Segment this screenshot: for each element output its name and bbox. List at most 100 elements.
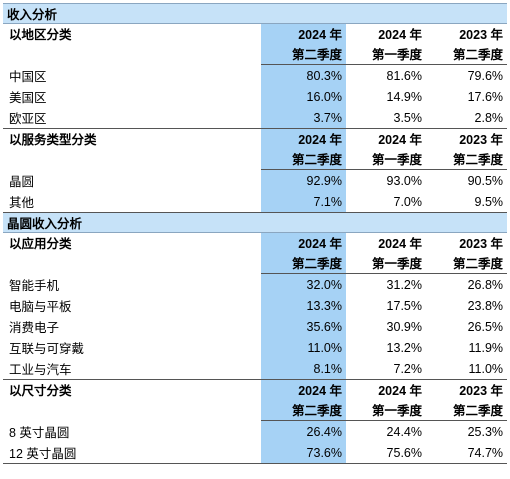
row-value: 74.7%	[426, 442, 508, 464]
group-subheader-row: 第二季度 第一季度 第二季度	[3, 148, 508, 170]
column-year-header: 2023 年	[459, 133, 504, 147]
table-row: 晶圆 92.9% 93.0% 90.5%	[3, 169, 507, 191]
table-row: 中国区 80.3% 81.6% 79.6%	[3, 64, 507, 86]
row-value: 26.4%	[261, 420, 346, 442]
section-title: 收入分析	[3, 3, 508, 24]
row-value: 32.0%	[261, 273, 346, 295]
row-label: 欧亚区	[3, 107, 261, 129]
row-label: 消费电子	[9, 321, 60, 335]
row-value: 11.0%	[426, 358, 508, 380]
column-quarter-header: 第二季度	[261, 43, 346, 65]
row-label: 8 英寸晶圆	[9, 425, 70, 440]
column-year-header: 2024 年	[378, 384, 422, 398]
table-row: 8 英寸晶圆 26.4% 24.4% 25.3%	[3, 420, 507, 442]
column-year-header: 2024 年	[261, 379, 346, 399]
row-value: 25.3%	[467, 424, 504, 439]
row-value: 11.9%	[468, 340, 504, 355]
column-year-header: 2024 年	[261, 128, 346, 148]
group-name: 以尺寸分类	[9, 384, 72, 398]
row-label: 智能手机	[9, 278, 60, 293]
column-quarter-header: 第一季度	[346, 43, 426, 65]
row-label: 互联与可穿戴	[9, 342, 85, 356]
row-label: 工业与汽车	[3, 358, 261, 380]
row-label: 美国区	[9, 91, 47, 105]
row-value: 23.8%	[467, 298, 504, 313]
row-label: 电脑与平板	[9, 300, 72, 314]
row-label: 其他	[3, 191, 261, 213]
table-row: 智能手机 32.0% 31.2% 26.8%	[3, 273, 507, 295]
group-name: 以地区分类	[9, 28, 72, 42]
group-subheader-row: 第二季度 第一季度 第二季度	[3, 43, 508, 65]
row-value: 90.5%	[467, 173, 504, 188]
row-value: 35.6%	[261, 316, 346, 337]
group-header-row: 以服务类型分类 2024 年 2024 年 2023 年	[3, 128, 507, 148]
row-value: 3.5%	[346, 107, 426, 129]
column-quarter-header: 第一季度	[346, 252, 426, 274]
row-value: 7.1%	[261, 191, 346, 213]
row-value: 13.3%	[261, 295, 346, 316]
row-value: 13.2%	[386, 340, 422, 355]
row-label: 12 英寸晶圆	[3, 442, 261, 464]
group-name: 以服务类型分类	[9, 133, 97, 147]
row-value: 79.6%	[467, 68, 504, 83]
column-quarter-header: 第二季度	[261, 252, 346, 274]
table-row: 互联与可穿戴 11.0% 13.2% 11.9%	[3, 337, 507, 358]
column-quarter-header: 第二季度	[261, 148, 346, 170]
section-title: 晶圆收入分析	[3, 212, 508, 233]
row-value: 31.2%	[386, 277, 422, 292]
column-year-header: 2024 年	[261, 23, 346, 43]
table-row: 12 英寸晶圆 73.6% 75.6% 74.7%	[3, 442, 508, 464]
column-year-header: 2024 年	[261, 232, 346, 252]
column-year-header: 2023 年	[459, 28, 504, 42]
row-value: 8.1%	[261, 358, 346, 380]
row-value: 9.5%	[426, 191, 508, 213]
row-value: 30.9%	[386, 319, 422, 334]
column-quarter-header: 第二季度	[261, 399, 346, 421]
column-quarter-header: 第二季度	[426, 43, 508, 65]
group-subheader-row: 第二季度 第一季度 第二季度	[3, 252, 508, 274]
revenue-analysis-table-container: 收入分析 以地区分类 2024 年 2024 年 2023 年第二季度 第一季度 第二季度中…	[0, 3, 510, 479]
section-header-row: 晶圆收入分析	[3, 212, 508, 233]
table-row: 欧亚区 3.7% 3.5% 2.8%	[3, 107, 508, 129]
table-row: 工业与汽车 8.1% 7.2% 11.0%	[3, 358, 508, 380]
row-value: 73.6%	[261, 442, 346, 464]
group-header-row: 以尺寸分类 2024 年 2024 年 2023 年	[3, 379, 507, 399]
column-quarter-header: 第二季度	[426, 148, 508, 170]
row-value: 24.4%	[386, 424, 422, 439]
row-value: 17.6%	[467, 89, 504, 104]
row-value: 17.5%	[386, 298, 422, 313]
group-header-row: 以地区分类 2024 年 2024 年 2023 年	[3, 23, 507, 43]
row-value: 80.3%	[261, 64, 346, 86]
table-row: 美国区 16.0% 14.9% 17.6%	[3, 86, 507, 107]
column-year-header: 2024 年	[378, 28, 422, 42]
row-value: 2.8%	[426, 107, 508, 129]
row-value: 26.5%	[467, 319, 504, 334]
row-value: 92.9%	[261, 169, 346, 191]
column-quarter-header: 第一季度	[346, 148, 426, 170]
column-year-header: 2024 年	[378, 133, 422, 147]
row-value: 81.6%	[386, 68, 422, 83]
row-label: 晶圆	[9, 174, 35, 189]
row-value: 75.6%	[346, 442, 426, 464]
row-value: 3.7%	[261, 107, 346, 129]
row-value: 26.8%	[467, 277, 504, 292]
table-row: 电脑与平板 13.3% 17.5% 23.8%	[3, 295, 507, 316]
revenue-analysis-table: 收入分析 以地区分类 2024 年 2024 年 2023 年第二季度 第一季度 第二季度中…	[3, 3, 508, 464]
row-value: 7.0%	[346, 191, 426, 213]
table-row: 消费电子 35.6% 30.9% 26.5%	[3, 316, 507, 337]
column-year-header: 2023 年	[459, 384, 504, 398]
row-value: 14.9%	[386, 89, 422, 104]
column-quarter-header: 第二季度	[426, 252, 508, 274]
row-value: 7.2%	[346, 358, 426, 380]
column-year-header: 2023 年	[459, 237, 504, 251]
column-quarter-header: 第二季度	[426, 399, 508, 421]
group-subheader-row: 第二季度 第一季度 第二季度	[3, 399, 508, 421]
column-quarter-header: 第一季度	[346, 399, 426, 421]
row-value: 93.0%	[386, 173, 422, 188]
row-value: 16.0%	[261, 86, 346, 107]
section-header-row: 收入分析	[3, 3, 508, 24]
table-row: 其他 7.1% 7.0% 9.5%	[3, 191, 508, 213]
table-body: 收入分析 以地区分类 2024 年 2024 年 2023 年第二季度 第一季度 第二季度中…	[3, 3, 508, 464]
row-value: 11.0%	[261, 337, 346, 358]
group-name: 以应用分类	[9, 237, 72, 251]
